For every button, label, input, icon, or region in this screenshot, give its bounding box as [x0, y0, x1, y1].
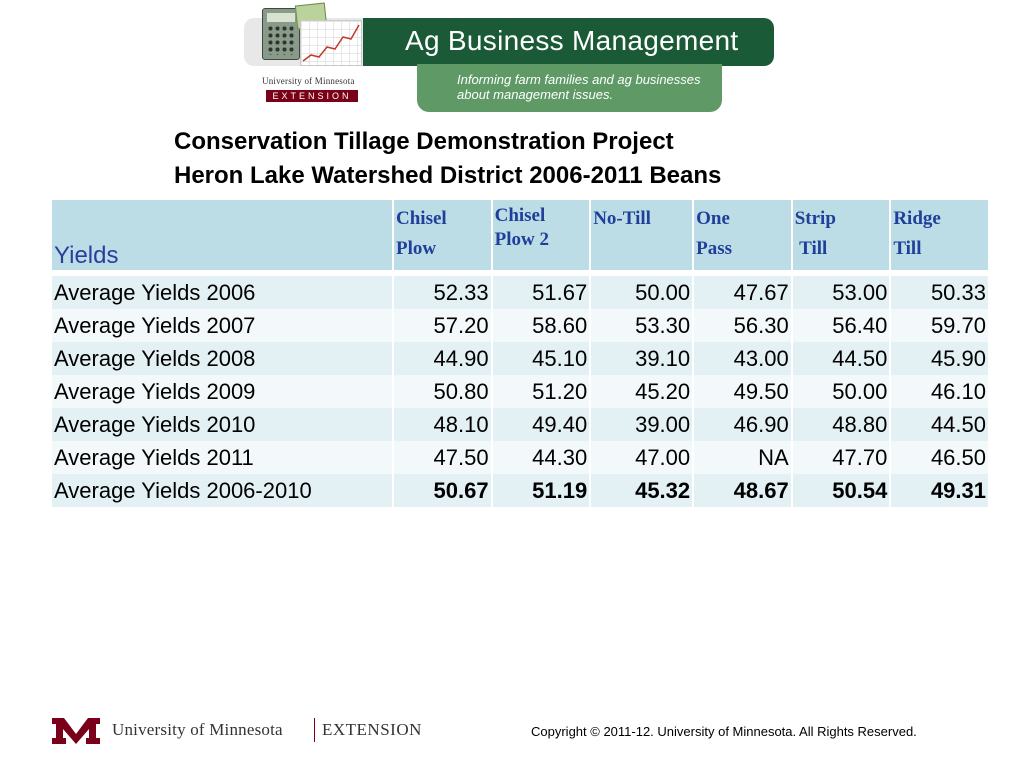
- cell-value: 46.10: [891, 375, 988, 408]
- table-row: Average Yields 2006 52.33 51.67 50.00 47…: [52, 276, 988, 309]
- cell-value: 44.30: [492, 441, 590, 474]
- cell-value: 51.19: [492, 474, 590, 507]
- row-label: Average Yields 2007: [52, 309, 392, 342]
- cell-value: 45.90: [891, 342, 988, 375]
- table-row: Average Yields 2010 48.10 49.40 39.00 46…: [52, 408, 988, 441]
- cell-value: 45.20: [591, 375, 693, 408]
- cell-value: 49.40: [492, 408, 590, 441]
- table-header-row: Yields Chisel Plow Chisel Plow 2 No-Till O…: [52, 200, 988, 270]
- cell-value: 46.50: [891, 441, 988, 474]
- table-row: Average Yields 2007 57.20 58.60 53.30 56…: [52, 309, 988, 342]
- header-university-name: University of Minnesota: [262, 76, 355, 86]
- cell-value: 39.10: [591, 342, 693, 375]
- cell-value: 57.20: [394, 309, 491, 342]
- row-label: Average Yields 2006-2010: [52, 474, 392, 507]
- row-label: Average Yields 2009: [52, 375, 392, 408]
- cell-value: NA: [694, 441, 791, 474]
- cell-value: 53.30: [591, 309, 693, 342]
- table-row: Average Yields 2011 47.50 44.30 47.00 NA…: [52, 441, 988, 474]
- cell-value: 45.10: [492, 342, 590, 375]
- yields-table: Yields Chisel Plow Chisel Plow 2 No-Till O…: [50, 200, 990, 507]
- university-m-logo-icon: [52, 718, 100, 744]
- footer-university-name: University of Minnesota: [112, 720, 283, 739]
- row-label: Average Yields 2006: [52, 276, 392, 309]
- line-graph-icon: [300, 20, 362, 66]
- banner-title: Ag Business Management: [405, 25, 739, 56]
- column-header-chisel-plow-2: Chisel Plow 2: [492, 200, 590, 270]
- cell-value: 44.50: [792, 342, 890, 375]
- cell-value: 49.50: [694, 375, 791, 408]
- cell-value: 50.80: [394, 375, 491, 408]
- page-title-line2: Heron Lake Watershed District 2006-2011 …: [174, 162, 722, 189]
- footer-divider: [314, 718, 315, 742]
- cell-value: 44.90: [394, 342, 491, 375]
- column-header-chisel-plow: Chisel Plow: [394, 200, 491, 270]
- cell-value: 47.00: [591, 441, 693, 474]
- row-label: Average Yields 2010: [52, 408, 392, 441]
- table-corner-label: Yields: [52, 200, 392, 270]
- row-label: Average Yields 2011: [52, 441, 392, 474]
- column-header-ridge-till: Ridge Till: [891, 200, 988, 270]
- table-row-average: Average Yields 2006-2010 50.67 51.19 45.…: [52, 474, 988, 507]
- cell-value: 58.60: [492, 309, 590, 342]
- cell-value: 50.00: [792, 375, 890, 408]
- cell-value: 47.67: [694, 276, 791, 309]
- banner-title-bar: Ag Business Management: [363, 18, 774, 66]
- cell-value: 47.50: [394, 441, 491, 474]
- cell-value: 48.67: [694, 474, 791, 507]
- cell-value: 50.67: [394, 474, 491, 507]
- column-header-strip-till: Strip Till: [792, 200, 890, 270]
- cell-value: 48.80: [792, 408, 890, 441]
- cell-value: 45.32: [591, 474, 693, 507]
- cell-value: 52.33: [394, 276, 491, 309]
- cell-value: 53.00: [792, 276, 890, 309]
- cell-value: 39.00: [591, 408, 693, 441]
- banner-subtitle: Informing farm families and ag businesse…: [457, 72, 701, 102]
- cell-value: 48.10: [394, 408, 491, 441]
- cell-value: 49.31: [891, 474, 988, 507]
- cell-value: 51.20: [492, 375, 590, 408]
- cell-value: 46.90: [694, 408, 791, 441]
- cell-value: 50.33: [891, 276, 988, 309]
- header-extension-ribbon: EXTENSION: [266, 90, 358, 102]
- row-label: Average Yields 2008: [52, 342, 392, 375]
- cell-value: 43.00: [694, 342, 791, 375]
- cell-value: 51.67: [492, 276, 590, 309]
- cell-value: 44.50: [891, 408, 988, 441]
- cell-value: 56.30: [694, 309, 791, 342]
- footer-extension: EXTENSION: [322, 720, 422, 739]
- column-header-no-till: No-Till: [591, 200, 693, 270]
- banner-subtitle-panel: Informing farm families and ag businesse…: [417, 64, 722, 112]
- column-header-one-pass: One Pass: [694, 200, 791, 270]
- cell-value: 50.54: [792, 474, 890, 507]
- cell-value: 59.70: [891, 309, 988, 342]
- calculator-icon: [262, 8, 300, 60]
- cell-value: 47.70: [792, 441, 890, 474]
- cell-value: 56.40: [792, 309, 890, 342]
- page-title-line1: Conservation Tillage Demonstration Proje…: [174, 128, 674, 155]
- cell-value: 50.00: [591, 276, 693, 309]
- table-row: Average Yields 2008 44.90 45.10 39.10 43…: [52, 342, 988, 375]
- table-row: Average Yields 2009 50.80 51.20 45.20 49…: [52, 375, 988, 408]
- copyright-notice: Copyright © 2011-12. University of Minne…: [531, 724, 917, 739]
